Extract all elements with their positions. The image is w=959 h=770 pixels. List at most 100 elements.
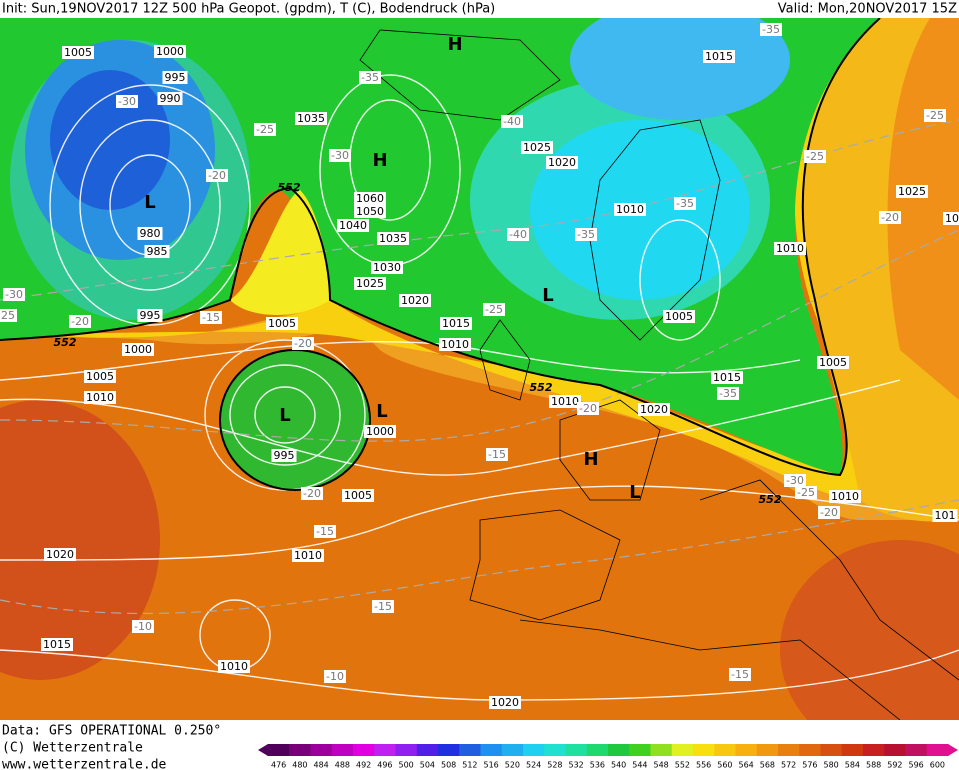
colorbar-label: 580 bbox=[823, 761, 838, 770]
isobar-label-box bbox=[144, 245, 170, 258]
temperature-label-box bbox=[372, 600, 394, 613]
isobar-label-box bbox=[41, 638, 73, 651]
footer-data: Data: GFS OPERATIONAL 0.250° bbox=[2, 724, 221, 739]
colorbar-cell bbox=[714, 744, 736, 756]
footer-copyright: (C) Wetterzentrale bbox=[2, 741, 143, 756]
pressure-center: H bbox=[583, 449, 598, 470]
colorbar-label: 488 bbox=[335, 761, 350, 770]
isobar-label-box bbox=[364, 425, 396, 438]
isobar-label: 1020 bbox=[401, 294, 429, 307]
isobar-label: 1050 bbox=[356, 205, 384, 218]
temperature-label-box bbox=[575, 228, 597, 241]
colorbar-cell bbox=[523, 744, 545, 756]
temperature-label: -20 bbox=[294, 337, 312, 350]
pressure-center: H bbox=[372, 150, 387, 171]
colorbar-cell bbox=[416, 744, 439, 756]
colorbar-label: 592 bbox=[887, 761, 902, 770]
temperature-label-box bbox=[301, 487, 323, 500]
isobar-label-box bbox=[439, 338, 471, 351]
temperature-label: -15 bbox=[316, 525, 334, 538]
colorbar-label: 484 bbox=[313, 761, 328, 770]
temperature-label: -35 bbox=[762, 23, 780, 36]
isobar-label: 1005 bbox=[665, 310, 693, 323]
isobar-label: 1000 bbox=[156, 45, 184, 58]
isobar-label-box bbox=[549, 395, 581, 408]
colorbar-cell bbox=[480, 744, 503, 756]
isobar-label-box bbox=[354, 205, 386, 218]
temperature-label-box bbox=[3, 288, 25, 301]
temperature-label-box bbox=[132, 620, 154, 633]
isobar-label: 1025 bbox=[356, 277, 384, 290]
colorbar-arrow-left bbox=[258, 744, 268, 756]
temperature-label: -20 bbox=[208, 169, 226, 182]
colorbar-cell bbox=[374, 744, 396, 756]
isobar-label-box bbox=[354, 277, 386, 290]
temperature-label: -25 bbox=[485, 303, 503, 316]
isobar-label: 10 bbox=[945, 212, 959, 225]
temperature-label: -35 bbox=[361, 71, 379, 84]
temperature-label-box bbox=[69, 315, 91, 328]
colorbar-label: 584 bbox=[845, 761, 860, 770]
isobar-label: 1010 bbox=[86, 391, 114, 404]
colorbar-cell bbox=[586, 744, 609, 756]
colorbar-label: 516 bbox=[483, 761, 498, 770]
isobar-label: 1005 bbox=[86, 370, 114, 383]
isobar-label-box bbox=[295, 112, 327, 125]
colorbar-cell bbox=[756, 744, 779, 756]
colorbar-label: 576 bbox=[802, 761, 817, 770]
isobar-label: 1035 bbox=[379, 232, 407, 245]
isobar-label-box bbox=[663, 310, 695, 323]
colorbar-label: 520 bbox=[505, 761, 520, 770]
temperature-label-box bbox=[577, 402, 599, 415]
pressure-center: L bbox=[542, 285, 553, 306]
isobar-label-box bbox=[817, 356, 849, 369]
colorbar-label: 504 bbox=[420, 761, 435, 770]
isobar-label: 1010 bbox=[831, 490, 859, 503]
header-init: Init: Sun,19NOV2017 12Z 500 hPa Geopot. … bbox=[2, 2, 495, 17]
isobar-label: 1015 bbox=[713, 371, 741, 384]
isobar-label: 1035 bbox=[297, 112, 325, 125]
isobar-label-box bbox=[943, 212, 959, 225]
colorbar-label: 480 bbox=[292, 761, 307, 770]
isobar-label: 1015 bbox=[442, 317, 470, 330]
colorbar-cell bbox=[650, 744, 673, 756]
isobar-label-box bbox=[489, 696, 521, 709]
colorbar-label: 536 bbox=[590, 761, 605, 770]
isobar-label-box bbox=[157, 92, 183, 105]
temperature-label-box bbox=[507, 228, 529, 241]
contour-552-label: 552 bbox=[759, 493, 782, 506]
isobar-label: 1030 bbox=[373, 261, 401, 274]
isobar-label: 1000 bbox=[366, 425, 394, 438]
isobar-label-box bbox=[44, 548, 76, 561]
temperature-label: -15 bbox=[731, 668, 749, 681]
temperature-label-box bbox=[0, 309, 17, 322]
colorbar-label: 568 bbox=[760, 761, 775, 770]
contour-552-label: 552 bbox=[54, 336, 77, 349]
isobar-label: 995 bbox=[165, 71, 186, 84]
header-valid: Valid: Mon,20NOV2017 15Z bbox=[778, 2, 957, 17]
isobar-label: 1060 bbox=[356, 192, 384, 205]
isobar-label-box bbox=[84, 391, 116, 404]
colorbar-cell bbox=[841, 744, 864, 756]
temperature-label: -20 bbox=[71, 315, 89, 328]
isobar-label-box bbox=[354, 192, 386, 205]
isobar-label-box bbox=[62, 46, 94, 59]
temperature-label: -15 bbox=[488, 448, 506, 461]
temperature-label: 25 bbox=[1, 309, 15, 322]
temperature-label: -25 bbox=[806, 150, 824, 163]
colorbar-cell bbox=[544, 744, 566, 756]
isobar-label-box bbox=[377, 232, 409, 245]
temperature-label: -15 bbox=[202, 311, 220, 324]
colorbar-label: 476 bbox=[271, 761, 286, 770]
isobar-label-box bbox=[137, 309, 163, 322]
isobar-label: 1005 bbox=[819, 356, 847, 369]
footer-url: www.wetterzentrale.de bbox=[2, 758, 167, 770]
isobar-label: 980 bbox=[140, 227, 161, 240]
isobar-label-box bbox=[932, 509, 958, 522]
colorbar-label: 588 bbox=[866, 761, 881, 770]
isobar-label-box bbox=[154, 45, 186, 58]
temperature-label-box bbox=[784, 474, 806, 487]
colorbar-label: 544 bbox=[632, 761, 647, 770]
isobar-label-box bbox=[371, 261, 403, 274]
